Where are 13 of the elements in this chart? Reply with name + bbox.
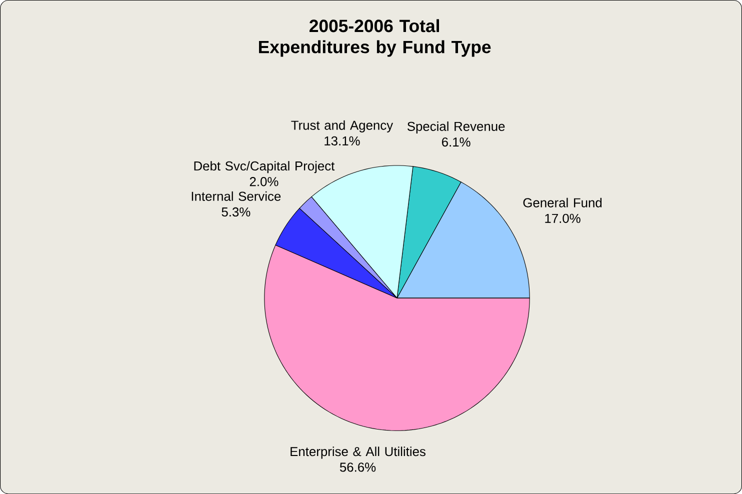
slice-label: Enterprise & All Utilities bbox=[290, 446, 426, 459]
data-label: 13.1% bbox=[324, 136, 360, 146]
data-label: 17.0% bbox=[545, 214, 580, 223]
slice-label: General Fund bbox=[523, 198, 602, 208]
slice-label: Trust and Agency bbox=[291, 120, 394, 132]
chart-title: 2005-2006 Total Expenditures by Fund Type bbox=[259, 19, 491, 57]
data-label: 6.1% bbox=[442, 137, 470, 147]
data-label: 56.6% bbox=[340, 462, 376, 472]
data-label: 2.0% bbox=[250, 176, 278, 186]
slice-label: Debt Svc/Capital Project bbox=[194, 160, 335, 174]
slice-label: Internal Service bbox=[192, 191, 281, 201]
slice-label: Special Revenue bbox=[407, 121, 505, 134]
data-label: 5.3% bbox=[222, 207, 250, 216]
